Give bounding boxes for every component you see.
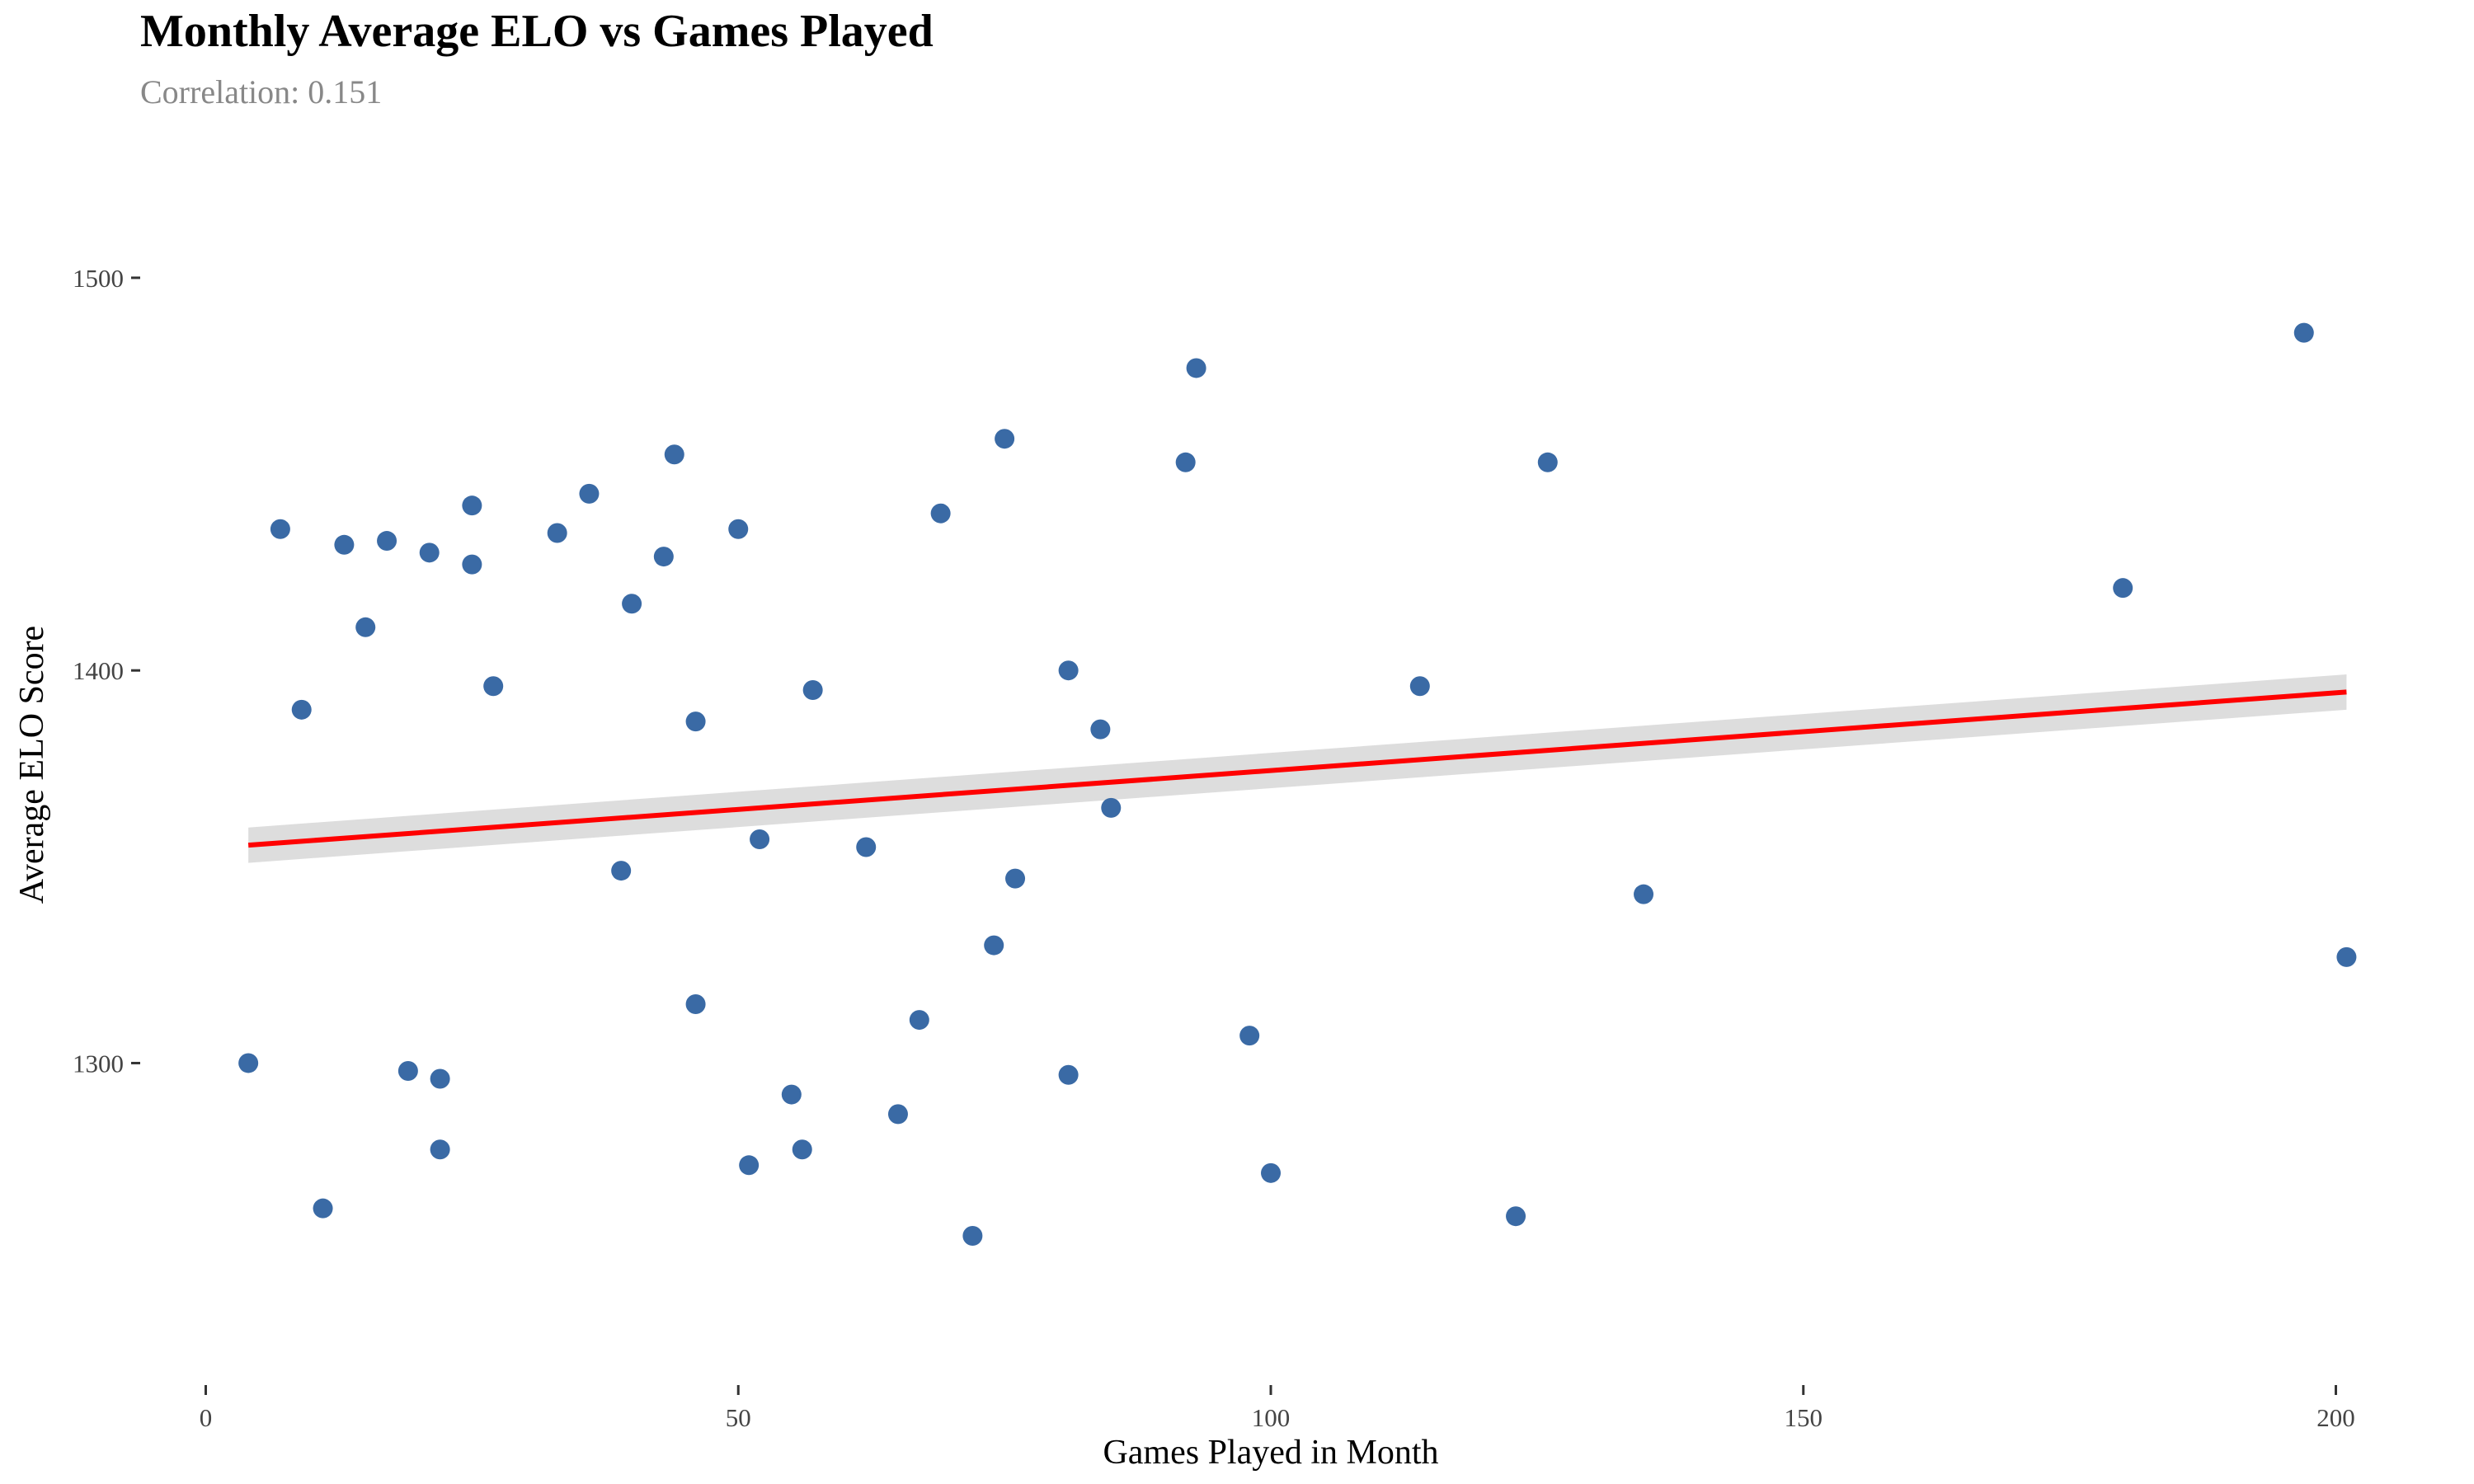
data-point — [653, 547, 674, 567]
data-point — [1186, 358, 1206, 378]
data-point — [1261, 1162, 1281, 1183]
data-point — [1175, 452, 1196, 472]
x-tick-label: 50 — [726, 1403, 751, 1432]
data-point — [419, 542, 440, 563]
data-point — [430, 1068, 450, 1089]
data-point — [962, 1226, 983, 1247]
data-point — [750, 829, 770, 849]
chart-subtitle: Correlation: 0.151 — [140, 73, 383, 110]
data-point — [270, 519, 290, 539]
data-point — [664, 444, 684, 465]
data-point — [355, 617, 376, 637]
y-axis-title: Average ELO Score — [13, 626, 51, 904]
data-point — [622, 594, 642, 614]
x-tick-label: 0 — [200, 1403, 213, 1432]
data-point — [887, 1104, 908, 1125]
data-point — [1537, 452, 1558, 472]
trend-line-layer — [247, 689, 2347, 848]
x-tick-label: 200 — [2316, 1403, 2355, 1432]
data-point — [685, 994, 706, 1015]
trend-line — [247, 689, 2347, 848]
data-point — [2336, 946, 2357, 967]
data-point — [792, 1139, 812, 1160]
data-point — [995, 429, 1015, 449]
data-point — [238, 1053, 259, 1073]
data-point — [856, 837, 877, 857]
x-tick-label: 100 — [1252, 1403, 1291, 1432]
chart-title: Monthly Average ELO vs Games Played — [140, 6, 934, 57]
data-point — [930, 503, 951, 524]
x-axis-title: Games Played in Month — [1103, 1434, 1438, 1472]
axes: 1300 1400 1500 0 50 100 150 200 — [73, 264, 2355, 1432]
data-point — [1239, 1026, 1260, 1046]
x-tick-label: 150 — [1785, 1403, 1823, 1432]
data-point — [739, 1155, 760, 1176]
data-point — [781, 1084, 802, 1105]
data-point — [1506, 1206, 1526, 1227]
y-tick-label: 1400 — [73, 656, 124, 685]
data-point — [397, 1060, 418, 1081]
data-point — [462, 495, 482, 516]
data-point — [1090, 719, 1111, 740]
data-point — [462, 554, 482, 575]
data-point — [611, 861, 632, 881]
data-point — [909, 1010, 929, 1031]
data-point — [1005, 868, 1026, 889]
data-point — [377, 531, 397, 552]
data-point — [728, 519, 749, 539]
data-point — [1409, 676, 1430, 697]
data-point — [483, 676, 504, 697]
y-tick-label: 1500 — [73, 264, 124, 293]
y-tick-label: 1300 — [73, 1049, 124, 1078]
data-point — [547, 523, 567, 543]
data-point — [1058, 660, 1079, 681]
data-point — [802, 680, 823, 701]
data-point — [685, 711, 706, 732]
data-point — [2113, 578, 2133, 599]
data-point — [984, 935, 1004, 956]
data-points — [238, 322, 2357, 1247]
data-point — [334, 534, 355, 555]
data-point — [2293, 322, 2314, 343]
data-point — [313, 1198, 333, 1219]
data-point — [579, 483, 600, 504]
data-point — [430, 1139, 450, 1160]
data-point — [1634, 884, 1654, 904]
data-point — [1058, 1064, 1079, 1085]
data-point — [1101, 797, 1122, 818]
data-point — [291, 699, 312, 720]
